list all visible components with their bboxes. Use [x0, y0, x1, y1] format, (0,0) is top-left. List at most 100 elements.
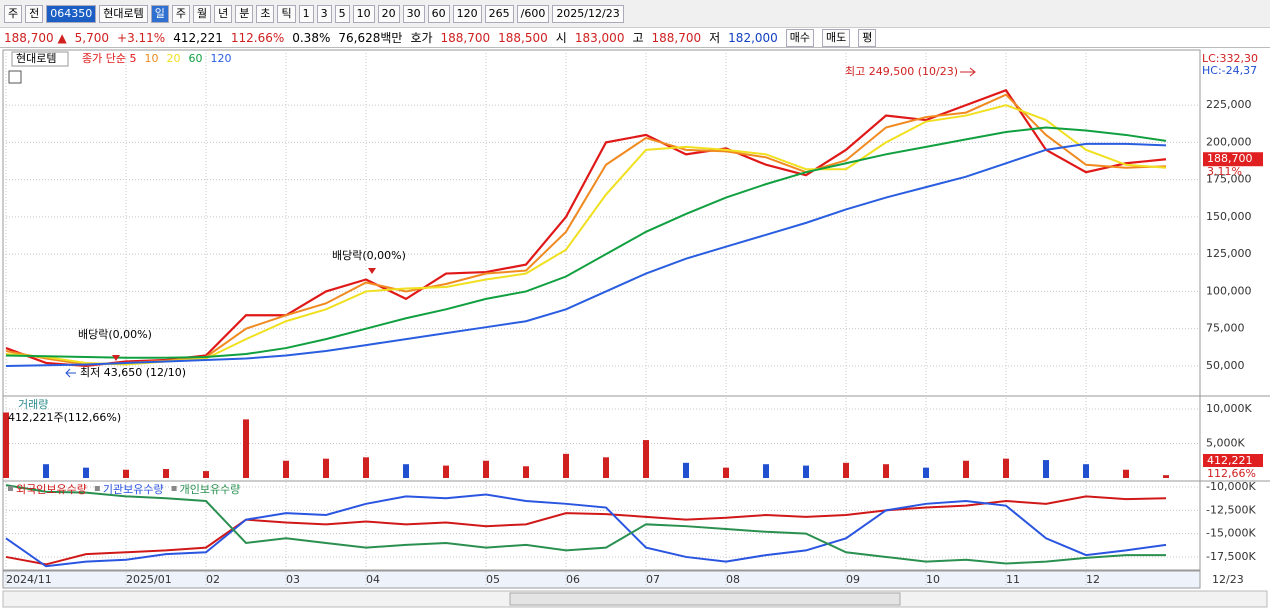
annotation: 배당락(0,00%): [78, 328, 152, 341]
x-tick-label: 2025/01: [126, 573, 172, 586]
legend-swatch: [8, 486, 13, 491]
toolbar-button[interactable]: 265: [484, 4, 514, 23]
toolbar-button[interactable]: 초: [256, 4, 275, 23]
legend-entry: 외국인보유수량: [16, 483, 87, 496]
volume-bar: [523, 466, 529, 478]
toolbar-button[interactable]: 일: [150, 4, 169, 23]
quote-field[interactable]: 매도: [822, 28, 851, 47]
toolbar-button[interactable]: 2025/12/23: [552, 4, 624, 23]
title-box: [11, 51, 69, 67]
volume-bar: [923, 467, 929, 478]
toolbar-button[interactable]: 틱: [277, 4, 296, 23]
y-tick-label: 200,000: [1206, 135, 1252, 148]
toolbar: 주 전 064350 현대로템 일 주 월 년 분 초 틱 1 3 5 10 20 30 60 120 265/600…: [0, 0, 1270, 28]
quote-field: 188,700 ▲: [4, 30, 67, 45]
toolbar-button[interactable]: 20: [377, 4, 400, 23]
series-line: [5, 493, 1167, 568]
quote-field[interactable]: 평: [858, 28, 877, 47]
toolbar-button[interactable]: 현대로템: [99, 4, 148, 23]
toolbar-button[interactable]: 1: [298, 4, 314, 23]
x-tick-label: 07: [646, 573, 660, 586]
chart: 50,000 75,000 100,000 125,000 150,000 175,000…: [2, 49, 1270, 608]
volume-bar: [563, 453, 569, 478]
volume-bar: [723, 467, 729, 478]
toolbar-button[interactable]: /600: [516, 4, 550, 23]
y-tick-label: -12,500K: [1206, 503, 1256, 516]
quote-field: 188,700: [440, 30, 491, 45]
toolbar-button[interactable]: 10: [352, 4, 375, 23]
x-tick-label: 11: [1006, 573, 1020, 586]
volume-bar: [83, 467, 89, 478]
change-label: 3.11%: [1207, 165, 1242, 178]
quote-field: 시: [555, 31, 567, 45]
toolbar-button[interactable]: 30: [402, 4, 425, 23]
volume-bar: [1003, 458, 1009, 478]
volume-last-ratio: 112,66%: [1207, 467, 1256, 480]
quote-field: 183,000: [574, 30, 625, 45]
toolbar-button[interactable]: 년: [214, 4, 233, 23]
toolbar-button[interactable]: 주: [4, 4, 23, 23]
y-tick-label: -17,500K: [1206, 550, 1256, 563]
volume-bar: [843, 462, 849, 478]
volume-bar: [1123, 469, 1129, 478]
toolbar-button[interactable]: 3: [316, 4, 332, 23]
series-line: [5, 495, 1167, 566]
volume-bar: [1163, 475, 1169, 478]
x-tick-label: 2024/11: [6, 573, 52, 586]
toolbar-button[interactable]: 120: [452, 4, 482, 23]
last-price-box: [1203, 152, 1263, 167]
annotation: 최고 249,500 (10/23): [845, 65, 958, 78]
volume-bar: [163, 469, 169, 478]
toolbar-button[interactable]: 064350: [46, 4, 97, 23]
quote-field: 112.66%: [230, 30, 285, 45]
volume-bar: [443, 465, 449, 478]
x-tick-label: 12: [1086, 573, 1100, 586]
volume-bar: [643, 440, 649, 478]
y-tick-label: 225,000: [1206, 98, 1252, 111]
toolbar-button[interactable]: 전: [25, 4, 44, 23]
quote-field: 188,700: [651, 30, 702, 45]
volume-bar: [203, 471, 209, 478]
y-tick-label: 5,000K: [1206, 437, 1245, 450]
toolbar-button[interactable]: 주: [171, 4, 190, 23]
toolbar-button[interactable]: 5: [334, 4, 350, 23]
legend-entry: 60: [188, 52, 202, 65]
volume-bar: [403, 464, 409, 478]
annotation-arrow: [112, 355, 120, 361]
toolbar-button[interactable]: 월: [192, 4, 212, 23]
volume-bar: [803, 465, 809, 478]
y-tick-label: 150,000: [1206, 210, 1252, 223]
quote-field[interactable]: 매수: [785, 28, 815, 47]
annotation: 최저 43,650 (12/10): [80, 366, 186, 379]
legend-entry: 기관보유수량: [103, 483, 164, 496]
volume-bar: [1043, 460, 1049, 478]
y-tick-label: -15,000K: [1206, 527, 1256, 540]
y-tick-label: -10,000K: [1206, 480, 1256, 493]
legend-entry: 개인보유수량: [180, 483, 241, 496]
series-line: [5, 142, 1167, 367]
quote-field: 412,221: [173, 30, 223, 45]
toolbar-button[interactable]: 분: [235, 4, 254, 23]
series-line: [5, 104, 1167, 366]
scroll-thumb[interactable]: [509, 592, 901, 606]
x-tick-label: 02: [206, 573, 220, 586]
y-tick-label: 75,000: [1206, 322, 1245, 335]
legend-entry: 20: [166, 52, 180, 65]
volume-subtitle: 412,221주(112,66%): [8, 411, 121, 424]
volume-bar: [3, 412, 9, 478]
toolbar-button[interactable]: 60: [427, 4, 450, 23]
table-icon[interactable]: [8, 70, 22, 84]
volume-bar: [123, 469, 129, 478]
legend-entry: 10: [144, 52, 158, 65]
x-tick-label: 04: [366, 573, 380, 586]
quote-bar: 188,700 ▲ 5,700 +3.11% 412,221 112.66% 0.38% 7…: [0, 28, 1270, 48]
y-tick-label: 50,000: [1206, 359, 1245, 372]
volume-bar: [763, 464, 769, 478]
quote-field: 5,700: [74, 30, 110, 45]
quote-field: 76,628백만: [338, 31, 403, 45]
volume-bar: [883, 464, 889, 478]
quote-field: 고: [632, 31, 644, 45]
volume-last-label: 412,221: [1207, 454, 1253, 467]
volume-bar: [323, 458, 329, 478]
